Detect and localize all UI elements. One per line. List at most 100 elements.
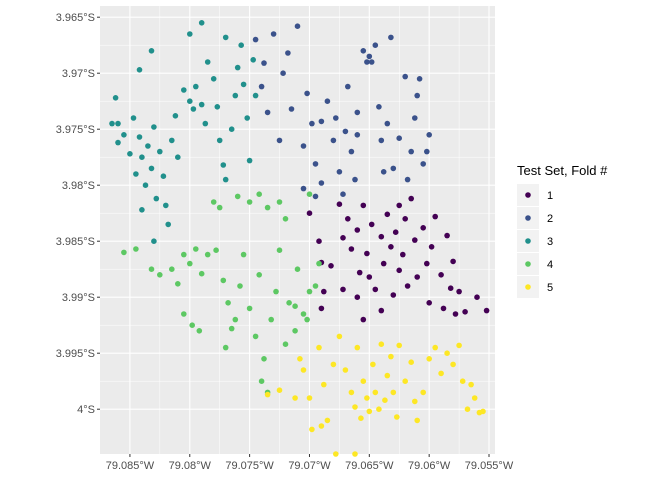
- data-point-fold-3: [121, 132, 127, 138]
- data-point-fold-2: [342, 128, 349, 135]
- data-point-fold-1: [372, 286, 379, 293]
- data-point-fold-3: [112, 95, 119, 101]
- data-point-fold-3: [232, 92, 239, 99]
- data-point-fold-3: [193, 83, 199, 90]
- data-point-fold-2: [380, 169, 387, 175]
- data-point-fold-1: [483, 307, 490, 314]
- data-point-fold-4: [282, 216, 289, 222]
- data-point-fold-4: [187, 260, 193, 267]
- data-point-fold-1: [364, 250, 370, 257]
- data-point-fold-3: [163, 202, 169, 209]
- x-tick-label: 79.065°W: [345, 460, 394, 472]
- data-point-fold-1: [447, 285, 454, 292]
- data-point-fold-5: [402, 378, 409, 385]
- data-point-fold-2: [352, 176, 358, 183]
- data-point-fold-4: [258, 378, 265, 385]
- data-point-fold-2: [416, 76, 423, 82]
- data-point-fold-4: [300, 311, 307, 317]
- legend-key-fold-1: [525, 192, 531, 198]
- data-point-fold-3: [238, 42, 244, 48]
- data-point-fold-4: [175, 281, 181, 287]
- data-point-fold-5: [358, 415, 364, 422]
- data-point-fold-4: [312, 283, 319, 289]
- data-point-fold-1: [360, 316, 367, 323]
- data-point-fold-3: [198, 101, 205, 108]
- data-point-fold-2: [330, 137, 337, 144]
- data-point-fold-4: [157, 272, 163, 278]
- data-point-fold-1: [321, 288, 327, 295]
- data-point-fold-5: [382, 397, 388, 404]
- data-point-fold-5: [438, 370, 444, 377]
- data-point-fold-3: [250, 57, 256, 63]
- data-point-fold-2: [285, 50, 291, 56]
- data-point-fold-1: [354, 227, 361, 233]
- data-point-fold-5: [333, 451, 339, 457]
- data-point-fold-1: [318, 305, 325, 312]
- data-point-fold-1: [316, 238, 322, 244]
- data-point-fold-4: [316, 260, 322, 267]
- data-point-fold-4: [213, 247, 219, 253]
- data-point-fold-5: [408, 359, 415, 366]
- data-point-fold-2: [270, 31, 277, 37]
- data-point-fold-5: [352, 404, 358, 410]
- data-point-fold-1: [412, 237, 418, 243]
- data-point-fold-5: [318, 423, 325, 429]
- y-axis: 3.965°S 3.97°S 3.975°S 3.98°S 3.985°S 3.99°S 3…: [56, 12, 100, 416]
- data-point-fold-1: [366, 274, 373, 280]
- data-point-fold-2: [368, 59, 375, 65]
- data-point-fold-3: [148, 165, 155, 172]
- data-point-fold-1: [384, 211, 391, 218]
- data-point-fold-1: [392, 229, 399, 235]
- data-point-fold-1: [450, 258, 456, 265]
- data-point-fold-4: [232, 316, 239, 323]
- legend-keys: 1 2 3 4 5: [517, 184, 553, 298]
- data-point-fold-2: [388, 34, 394, 41]
- data-point-fold-4: [181, 311, 187, 317]
- data-point-fold-1: [388, 244, 394, 250]
- data-point-fold-5: [396, 342, 403, 349]
- data-point-fold-1: [424, 260, 430, 267]
- data-point-fold-3: [136, 67, 143, 73]
- data-point-fold-1: [420, 225, 427, 231]
- data-point-fold-5: [450, 361, 456, 368]
- legend-label: 5: [547, 282, 553, 294]
- data-point-fold-3: [165, 221, 171, 228]
- data-point-fold-4: [286, 300, 292, 306]
- data-point-fold-5: [420, 389, 427, 396]
- data-point-fold-4: [216, 204, 223, 211]
- data-point-fold-1: [444, 232, 450, 239]
- data-point-fold-1: [340, 286, 346, 293]
- data-point-fold-2: [264, 109, 271, 116]
- data-point-fold-4: [237, 283, 243, 289]
- y-tick-label: 3.97°S: [62, 68, 95, 80]
- data-point-fold-2: [336, 169, 343, 175]
- data-point-fold-2: [252, 36, 259, 43]
- data-point-fold-2: [414, 92, 421, 99]
- data-point-fold-2: [345, 83, 351, 90]
- legend-label: 4: [547, 259, 553, 271]
- data-point-fold-2: [404, 176, 411, 183]
- data-point-fold-5: [360, 378, 367, 385]
- data-point-fold-3: [210, 76, 217, 82]
- data-point-fold-1: [378, 233, 385, 240]
- data-point-fold-5: [297, 356, 303, 362]
- data-point-fold-3: [202, 120, 209, 127]
- x-tick-label: 79.085°W: [106, 460, 155, 472]
- data-point-fold-5: [264, 391, 271, 398]
- data-point-fold-4: [198, 270, 205, 277]
- data-point-fold-5: [414, 417, 421, 424]
- data-point-fold-5: [412, 398, 418, 405]
- data-point-fold-5: [432, 344, 439, 351]
- y-tick-label: 3.965°S: [56, 12, 95, 24]
- data-point-fold-1: [306, 210, 313, 216]
- data-point-fold-3: [127, 151, 133, 157]
- data-point-fold-3: [204, 59, 211, 65]
- y-tick-label: 3.975°S: [56, 124, 95, 136]
- data-point-fold-5: [444, 350, 450, 357]
- data-point-fold-3: [246, 157, 253, 164]
- data-point-fold-3: [214, 104, 221, 110]
- data-point-fold-3: [115, 139, 121, 146]
- legend-key-fold-3: [525, 238, 531, 244]
- data-point-fold-1: [328, 263, 334, 269]
